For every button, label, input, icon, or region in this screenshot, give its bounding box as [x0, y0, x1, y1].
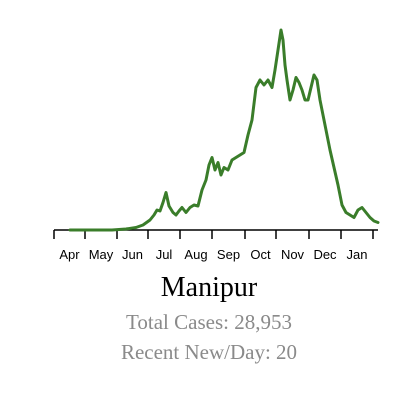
x-tick-label: May: [89, 247, 114, 262]
x-tick-label: Nov: [281, 247, 305, 262]
x-tick-label: Aug: [184, 247, 207, 262]
chart-title: Manipur: [160, 272, 258, 303]
x-tick-label: Sep: [217, 247, 240, 262]
x-tick-label: Apr: [59, 247, 80, 262]
x-tick-label: Oct: [250, 247, 271, 262]
chart: Apr May Jun Jul Aug Sep Oct Nov Dec Jan: [53, 28, 380, 262]
x-tick-label: Jul: [156, 247, 173, 262]
x-axis-tick-labels: Apr May Jun Jul Aug Sep Oct Nov Dec Jan: [59, 247, 367, 262]
x-tick-label: Jun: [122, 247, 143, 262]
x-tick-label: Dec: [313, 247, 337, 262]
recent-new-per-day: Recent New/Day: 20: [120, 340, 298, 364]
total-cases: Total Cases: 28,953: [126, 310, 292, 334]
series-line: [68, 28, 380, 232]
x-tick-label: Jan: [347, 247, 368, 262]
